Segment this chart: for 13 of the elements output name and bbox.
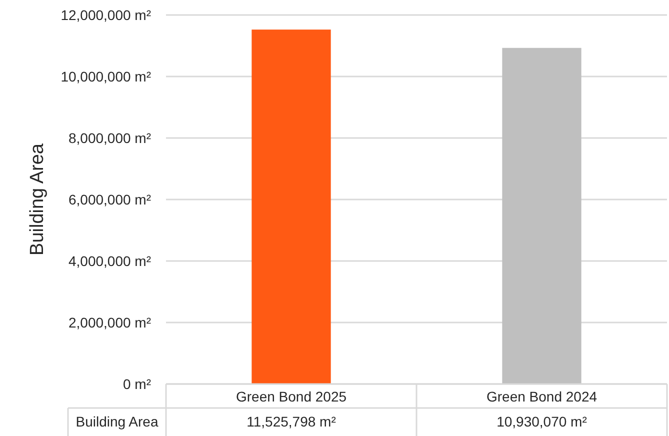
y-tick-label: 12,000,000 m² [60,7,152,23]
data-label: 11,525,798 m² [246,414,336,430]
y-tick-label: 10,000,000 m² [60,68,152,84]
text: Building Area [76,414,158,430]
y-tick-label: 4,000,000 m² [68,253,152,269]
y-tick-label: 8,000,000 m² [68,130,152,146]
x-tick-label: Green Bond 2024 [486,388,598,404]
y-tick-label: 6,000,000 m² [68,192,152,208]
data-label: 10,930,070 m² [496,414,588,430]
y-tick-label: 0 m² [123,376,152,392]
y-tick-label: 2,000,000 m² [68,314,152,330]
x-tick-label: Green Bond 2025 [236,388,347,404]
y-axis-title: Building Area [26,143,48,256]
